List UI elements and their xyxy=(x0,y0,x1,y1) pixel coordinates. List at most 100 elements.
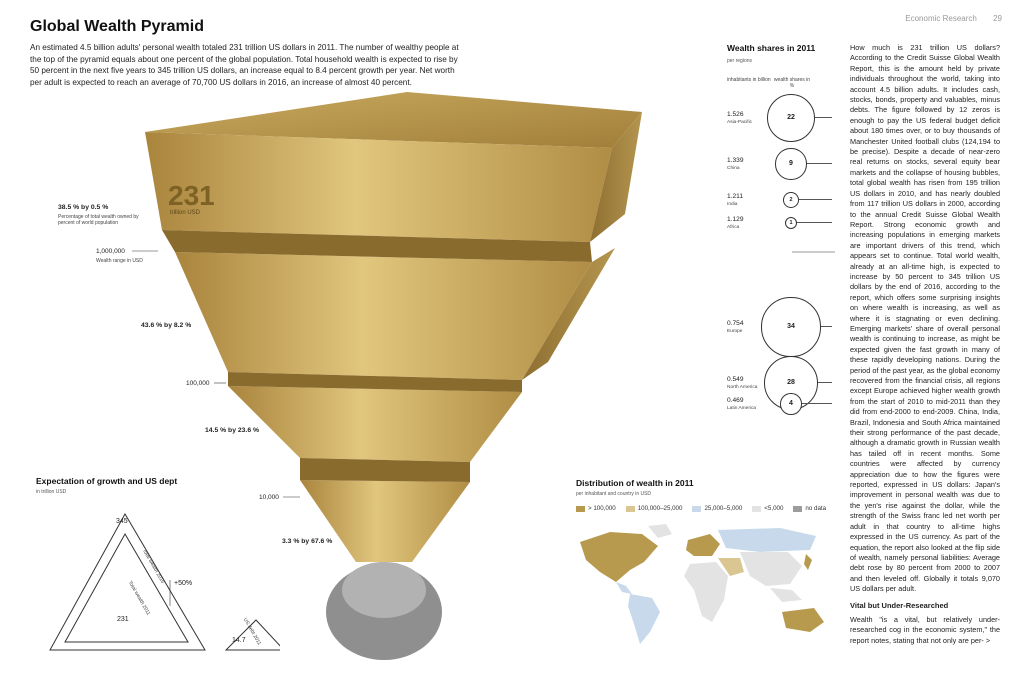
growth-percent: +50% xyxy=(174,580,193,587)
distribution-legend: > 100,000 100,000–25,000 25,000–5,000 <5,00… xyxy=(576,505,836,512)
share-circle: 22 xyxy=(767,94,815,142)
legend-label: > 100,000 xyxy=(588,505,616,512)
map-africa xyxy=(684,562,728,622)
legend-item-2: 100,000–25,000 xyxy=(625,505,683,512)
legend-label: 100,000–25,000 xyxy=(637,505,683,512)
map-north-america xyxy=(580,532,658,582)
share-pointer-line xyxy=(806,163,832,164)
range-2-label: 100,000 xyxy=(186,380,210,387)
shares-subtitle: per regions xyxy=(727,58,753,64)
world-map xyxy=(580,524,824,644)
share-pointer-line xyxy=(820,326,832,327)
tier-4-share: 3.3 % by 67.6 % xyxy=(282,538,333,545)
share-population: 1.129 xyxy=(727,216,744,223)
growth-2011-value: 231 xyxy=(117,616,129,623)
pyramid-tier-2 xyxy=(175,252,592,380)
pyramid-tier-1 xyxy=(145,132,612,242)
share-population: 0.549 xyxy=(727,376,744,383)
share-circle: 2 xyxy=(783,192,799,208)
growth-title: Expectation of growth and US dept xyxy=(36,476,178,486)
page-title: Global Wealth Pyramid xyxy=(30,18,204,35)
pyramid-ledge-2 xyxy=(228,372,522,392)
pyramid-ledge-1 xyxy=(162,230,592,262)
map-greenland xyxy=(648,524,672,538)
shares-title: Wealth shares in 2011 xyxy=(727,43,816,53)
share-pointer-line xyxy=(798,199,832,200)
share-circle: 9 xyxy=(775,148,807,180)
share-pointer-line xyxy=(817,382,832,383)
map-australia xyxy=(782,608,824,632)
tier-3-share: 14.5 % by 23.6 % xyxy=(205,427,260,434)
map-middle-east xyxy=(718,558,744,576)
share-pointer-line xyxy=(814,117,832,118)
pyramid-tier-1-side xyxy=(590,112,642,242)
map-central-america xyxy=(616,582,632,594)
tier-1-share: 38.5 % by 0.5 % xyxy=(58,204,109,211)
shares-col-share: wealth shares in % xyxy=(773,77,811,89)
map-europe xyxy=(686,534,720,556)
share-population: 1.211 xyxy=(727,193,744,200)
share-region: China xyxy=(727,166,740,171)
page-header: Economic Research 29 xyxy=(891,14,1002,23)
legend-item-1: > 100,000 xyxy=(576,505,616,512)
share-population: 0.469 xyxy=(727,397,744,404)
article-body: How much is 231 trillion US dollars? Acc… xyxy=(850,43,1000,646)
pyramid-top-face xyxy=(145,92,642,148)
share-region: Africa xyxy=(727,225,740,230)
map-southeast-asia xyxy=(770,588,802,602)
growth-subtitle: in trillion USD xyxy=(36,489,67,495)
share-circle: 4 xyxy=(780,393,802,415)
legend-item-4: <5,000 xyxy=(752,505,783,512)
legend-label: no data xyxy=(805,505,827,512)
article-paragraph-2: Wealth "is a vital, but relatively under… xyxy=(850,614,1000,645)
legend-swatch xyxy=(752,505,762,512)
range-3-label: 10,000 xyxy=(259,494,279,501)
share-pointer-line xyxy=(801,403,832,404)
share-region: Europe xyxy=(727,329,743,334)
share-region: North America xyxy=(727,385,758,390)
map-russia xyxy=(718,528,816,552)
growth-2016-value: 345 xyxy=(116,518,128,525)
distribution-subtitle: per inhabitant and country in USD xyxy=(576,491,652,497)
pyramid-total-unit: trillion USD xyxy=(170,210,201,216)
pyramid-ledge-3 xyxy=(300,458,470,482)
map-japan xyxy=(804,554,812,570)
map-south-america xyxy=(628,594,660,644)
article-paragraph-1: How much is 231 trillion US dollars? Acc… xyxy=(850,43,1000,594)
shares-col-pop: inhabitants in billion xyxy=(727,77,771,83)
share-population: 0.754 xyxy=(727,320,744,327)
map-asia xyxy=(740,552,802,586)
share-circle: 34 xyxy=(761,297,821,357)
legend-label: 25,000–5,000 xyxy=(704,505,743,512)
legend-swatch xyxy=(793,505,803,512)
share-circle: 1 xyxy=(785,217,797,229)
section-name: Economic Research xyxy=(905,14,977,23)
article-subheading: Vital but Under-Researched xyxy=(850,600,949,610)
pyramid-tier-4 xyxy=(300,480,470,562)
share-region: India xyxy=(727,202,738,207)
distribution-title: Distribution of wealth in 2011 xyxy=(576,478,694,488)
legend-swatch xyxy=(576,505,585,512)
us-debt-value: 14.7 xyxy=(232,637,246,644)
intro-paragraph: An estimated 4.5 billion adults' persona… xyxy=(30,43,459,87)
share-region: Asia-Pacific xyxy=(727,120,753,125)
share-pointer-line xyxy=(797,222,832,223)
page-number: 29 xyxy=(993,14,1002,23)
tier-2-share: 43.6 % by 8.2 % xyxy=(141,322,192,329)
pyramid-total-value: 231 xyxy=(168,180,215,211)
pyramid-tier-2-side xyxy=(522,248,615,380)
legend-swatch xyxy=(625,505,635,512)
range-description: Wealth range in USD xyxy=(96,258,143,264)
legend-swatch xyxy=(692,505,702,512)
tier-share-description: Percentage of total wealth owned by perc… xyxy=(58,214,139,226)
growth-triangles xyxy=(49,512,280,651)
share-region: Latin America xyxy=(727,406,757,411)
share-population: 1.339 xyxy=(727,157,744,164)
share-population: 1.526 xyxy=(727,111,744,118)
range-1-label: 1,000,000 xyxy=(96,248,125,255)
legend-item-3: 25,000–5,000 xyxy=(692,505,742,512)
legend-item-5: no data xyxy=(793,505,826,512)
pyramid-tier-3 xyxy=(228,386,522,462)
legend-label: <5,000 xyxy=(764,505,784,512)
